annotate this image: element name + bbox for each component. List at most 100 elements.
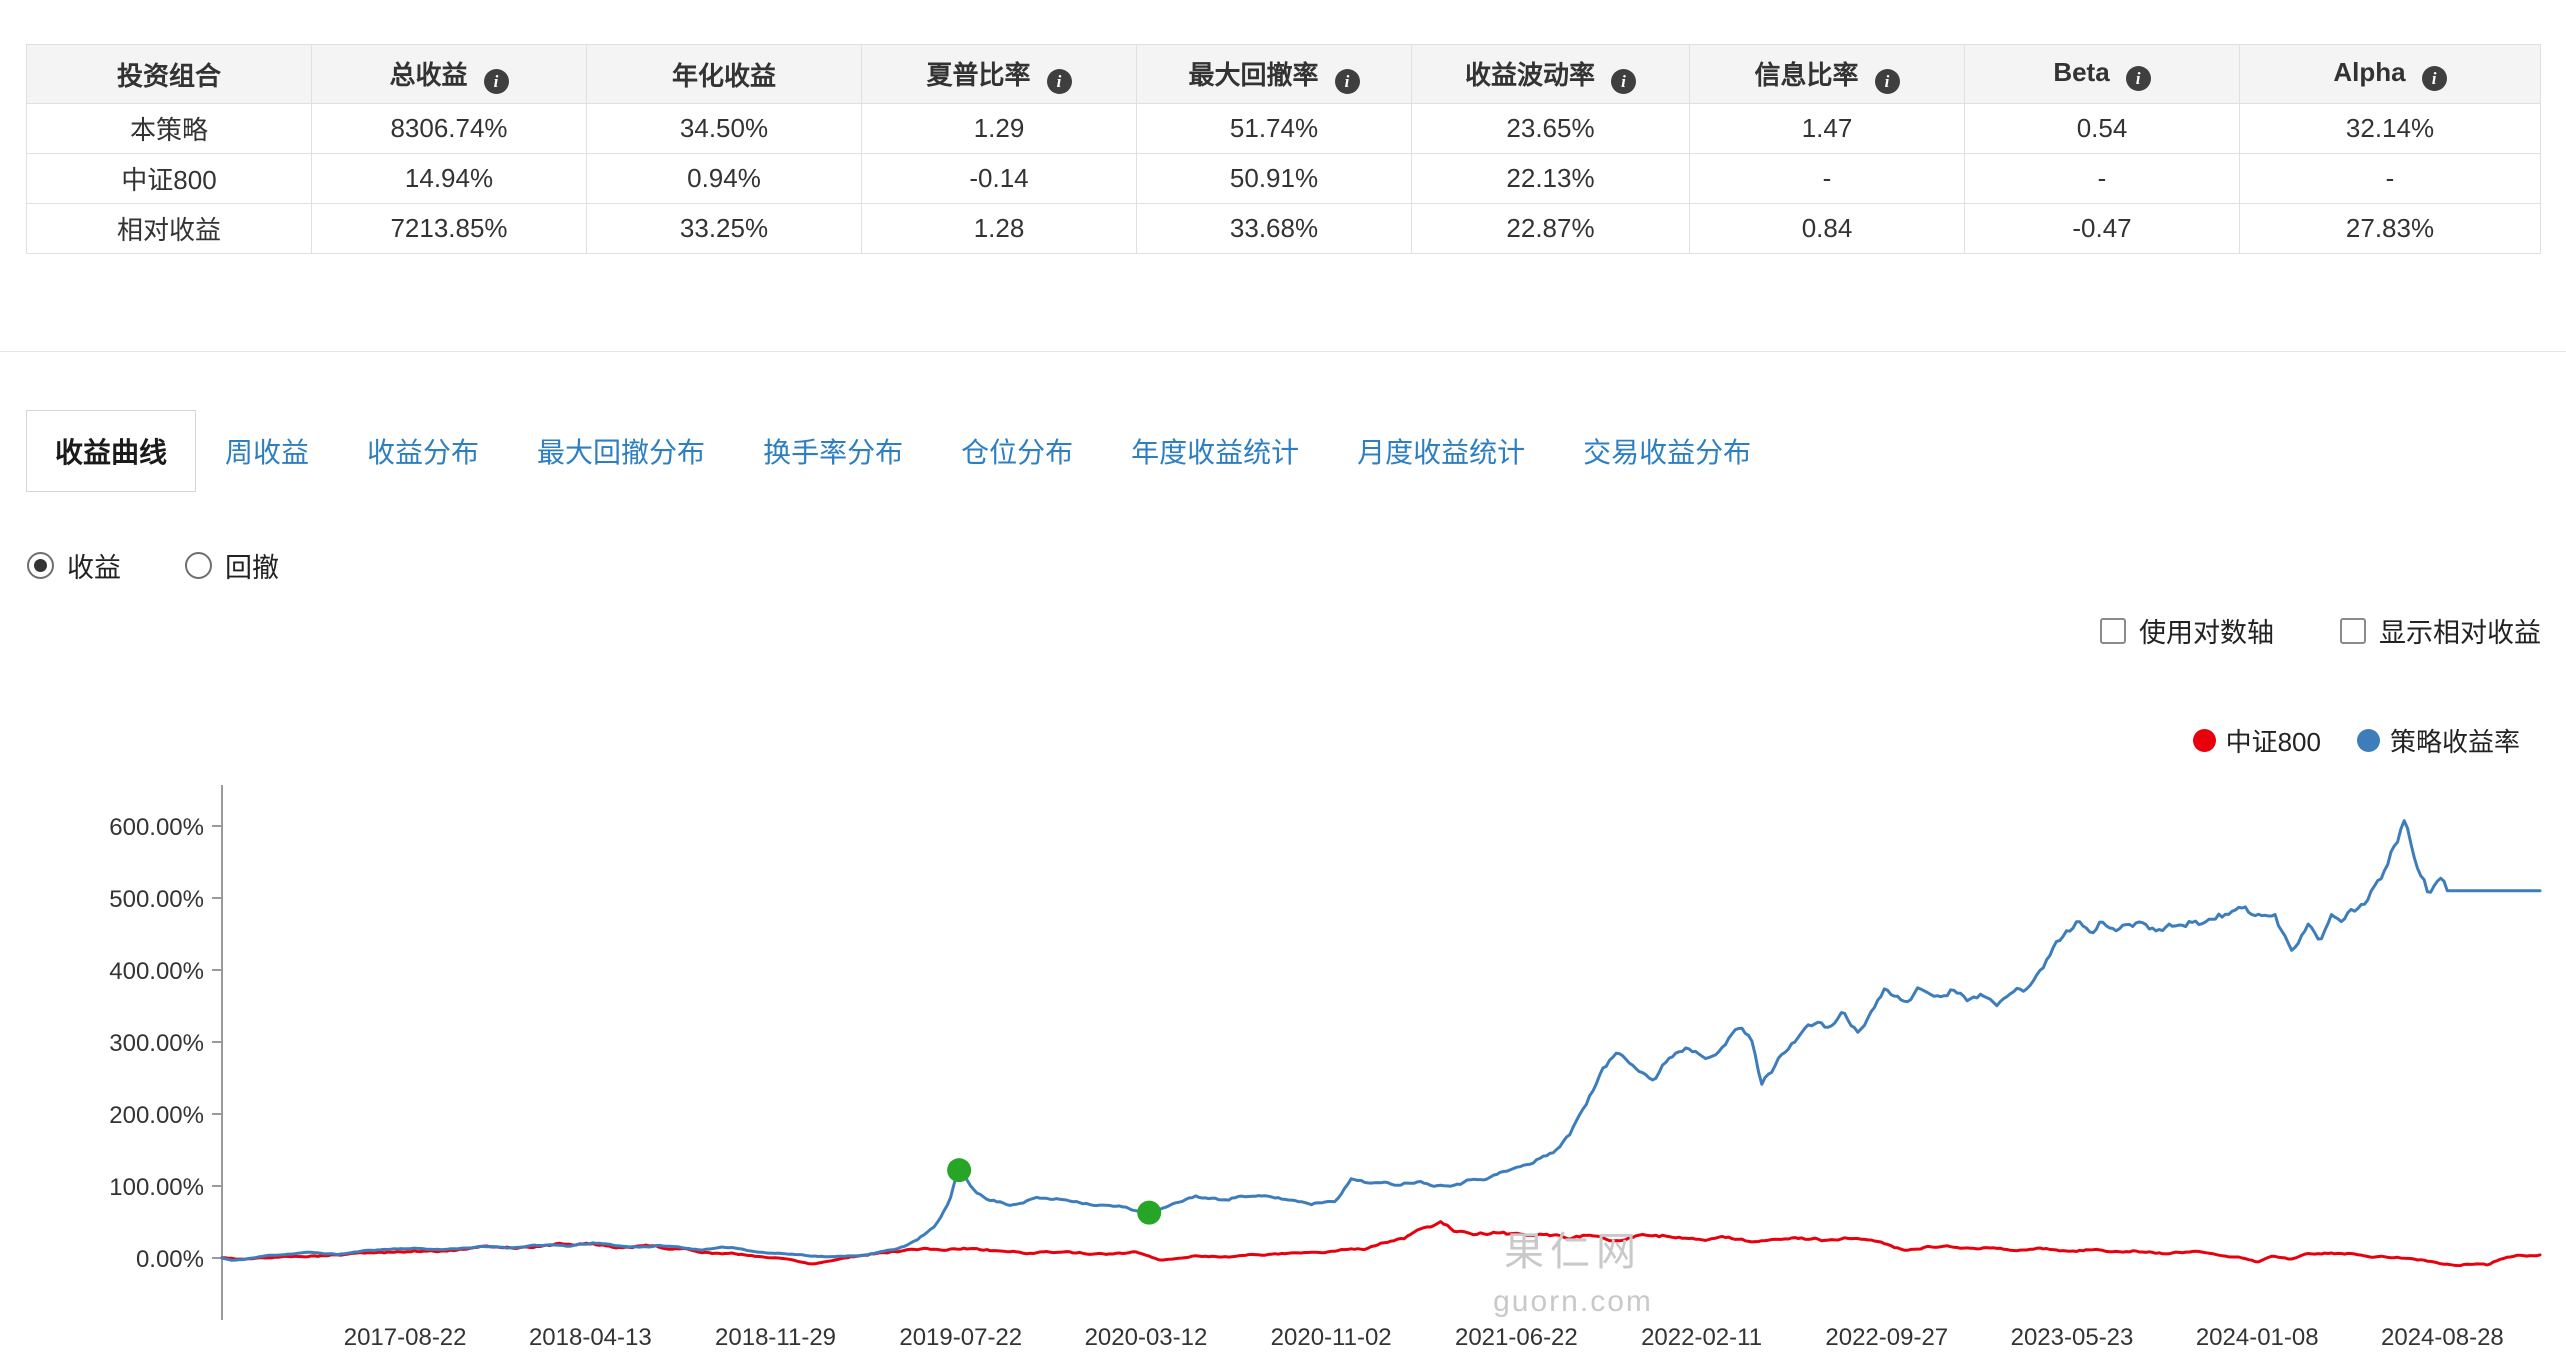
table-row-relative: 相对收益 7213.85% 33.25% 1.28 33.68% 22.87% … — [26, 203, 2541, 254]
x-tick-label: 2023-05-23 — [2011, 1324, 2134, 1351]
cell: 22.13% — [1411, 153, 1690, 204]
table-row-strategy: 本策略 8306.74% 34.50% 1.29 51.74% 23.65% 1… — [26, 103, 2541, 154]
returns-line-chart[interactable]: 0.00% 100.00% 200.00% 300.00% 400.00% 500.00%… — [0, 779, 2566, 1359]
y-tick-label: 400.00% — [109, 958, 204, 985]
legend-dot-benchmark — [2192, 729, 2216, 752]
x-tick-label: 2024-08-28 — [2381, 1324, 2504, 1351]
col-total-return-label: 总收益 — [389, 59, 468, 90]
info-icon[interactable] — [2125, 66, 2151, 91]
chart-option-checkboxes: 使用对数轴 显示相对收益 — [0, 611, 2541, 650]
radio-return[interactable]: 收益 — [27, 546, 121, 585]
y-tick-label: 0.00% — [136, 1246, 204, 1273]
cell: - — [2239, 153, 2541, 204]
col-portfolio-label: 投资组合 — [116, 60, 221, 91]
checkbox-log-axis[interactable]: 使用对数轴 — [2100, 611, 2274, 650]
cell: 51.74% — [1136, 103, 1412, 154]
cell: 33.25% — [586, 203, 862, 254]
cell: 33.68% — [1136, 203, 1412, 254]
series-line-1[interactable] — [220, 819, 2542, 1262]
stats-header-row: 投资组合 总收益 年化收益 夏普比率 最大回撤率 收益波动率 信息比率 Beta… — [26, 44, 2541, 104]
legend-label-strategy: 策略收益率 — [2389, 727, 2520, 757]
col-info-ratio: 信息比率 — [1689, 44, 1965, 104]
col-total-return: 总收益 — [311, 44, 587, 104]
radio-drawdown-circle[interactable] — [185, 552, 212, 579]
cell: 27.83% — [2239, 203, 2541, 254]
tab-trade-return-distribution[interactable]: 交易收益分布 — [1583, 437, 1752, 468]
curve-mode-radios: 收益 回撤 — [27, 546, 2566, 585]
cell: 中证800 — [26, 153, 312, 204]
x-tick-label: 2020-11-02 — [1271, 1324, 1392, 1351]
col-sharpe-label: 夏普比率 — [926, 59, 1031, 90]
cell: - — [1689, 153, 1965, 204]
col-beta-label: Beta — [2053, 57, 2110, 87]
col-beta: Beta — [1964, 44, 2240, 104]
info-icon[interactable] — [1334, 68, 1360, 94]
cell: -0.14 — [861, 153, 1137, 204]
radio-drawdown-label: 回撤 — [225, 553, 279, 583]
x-tick-label: 2022-09-27 — [1825, 1324, 1948, 1351]
col-annual-return: 年化收益 — [586, 44, 862, 104]
tab-return-curve[interactable]: 收益曲线 — [26, 410, 197, 492]
info-icon[interactable] — [1874, 68, 1900, 94]
tab-return-distribution[interactable]: 收益分布 — [367, 437, 480, 468]
radio-drawdown[interactable]: 回撤 — [185, 546, 279, 585]
col-max-drawdown-label: 最大回撤率 — [1188, 59, 1319, 90]
returns-chart-area[interactable]: 0.00% 100.00% 200.00% 300.00% 400.00% 500.00%… — [0, 779, 2566, 1364]
x-tick-label: 2018-11-29 — [715, 1324, 836, 1351]
tab-annual-return-stats[interactable]: 年度收益统计 — [1131, 437, 1300, 468]
cell: 8306.74% — [311, 103, 587, 154]
info-icon[interactable] — [2421, 66, 2447, 91]
cell: 0.84 — [1689, 203, 1965, 254]
table-row-benchmark: 中证800 14.94% 0.94% -0.14 50.91% 22.13% -… — [26, 153, 2541, 204]
trade-marker[interactable] — [947, 1158, 972, 1183]
cell: 本策略 — [26, 103, 312, 154]
cell: 相对收益 — [26, 203, 312, 254]
col-sharpe: 夏普比率 — [861, 44, 1137, 104]
cell: -0.47 — [1964, 203, 2240, 254]
cell: 1.28 — [861, 203, 1137, 254]
info-icon[interactable] — [1046, 68, 1072, 94]
tab-turnover-distribution[interactable]: 换手率分布 — [763, 437, 904, 468]
legend-item-benchmark[interactable]: 中证800 — [2192, 722, 2321, 759]
chart-legend: 中证800 策略收益率 — [0, 722, 2520, 759]
x-tick-label: 2022-02-11 — [1641, 1324, 1762, 1351]
tab-position-distribution[interactable]: 仓位分布 — [961, 437, 1074, 468]
cell: 0.94% — [586, 153, 862, 204]
checkbox-relative-return[interactable]: 显示相对收益 — [2340, 611, 2541, 650]
cell: 0.54 — [1964, 103, 2240, 154]
col-volatility: 收益波动率 — [1411, 44, 1690, 104]
legend-label-benchmark: 中证800 — [2225, 727, 2321, 757]
performance-stats-table: 投资组合 总收益 年化收益 夏普比率 最大回撤率 收益波动率 信息比率 Beta… — [26, 44, 2541, 254]
tab-weekly-return[interactable]: 周收益 — [225, 437, 310, 468]
cell: 22.87% — [1411, 203, 1690, 254]
y-tick-label: 300.00% — [109, 1030, 204, 1057]
checkbox-log-axis-box[interactable] — [2100, 617, 2126, 644]
col-annual-return-label: 年化收益 — [671, 60, 776, 91]
tab-max-drawdown-distribution[interactable]: 最大回撤分布 — [537, 437, 706, 468]
col-info-ratio-label: 信息比率 — [1754, 59, 1859, 90]
legend-item-strategy[interactable]: 策略收益率 — [2356, 722, 2520, 759]
series-line-0[interactable] — [220, 1220, 2542, 1268]
trade-marker[interactable] — [1137, 1200, 1162, 1225]
cell: 1.29 — [861, 103, 1137, 154]
tab-monthly-return-stats[interactable]: 月度收益统计 — [1357, 437, 1526, 468]
info-icon[interactable] — [1611, 68, 1636, 94]
cell: 32.14% — [2239, 103, 2541, 154]
col-portfolio: 投资组合 — [26, 44, 312, 104]
radio-return-circle[interactable] — [27, 552, 54, 579]
checkbox-relative-return-label: 显示相对收益 — [2379, 618, 2541, 648]
y-tick-label: 600.00% — [109, 814, 204, 841]
y-tick-label: 500.00% — [109, 886, 204, 913]
x-tick-label: 2021-06-22 — [1455, 1324, 1578, 1351]
x-tick-label: 2020-03-12 — [1085, 1324, 1208, 1351]
col-alpha: Alpha — [2239, 44, 2541, 104]
cell: 23.65% — [1411, 103, 1690, 154]
col-alpha-label: Alpha — [2333, 57, 2406, 87]
checkbox-log-axis-label: 使用对数轴 — [2139, 618, 2274, 648]
info-icon[interactable] — [483, 68, 509, 94]
cell: 7213.85% — [311, 203, 587, 254]
x-tick-label: 2017-08-22 — [344, 1324, 467, 1351]
col-max-drawdown: 最大回撤率 — [1136, 44, 1412, 104]
checkbox-relative-return-box[interactable] — [2340, 617, 2366, 644]
section-divider — [0, 351, 2566, 352]
